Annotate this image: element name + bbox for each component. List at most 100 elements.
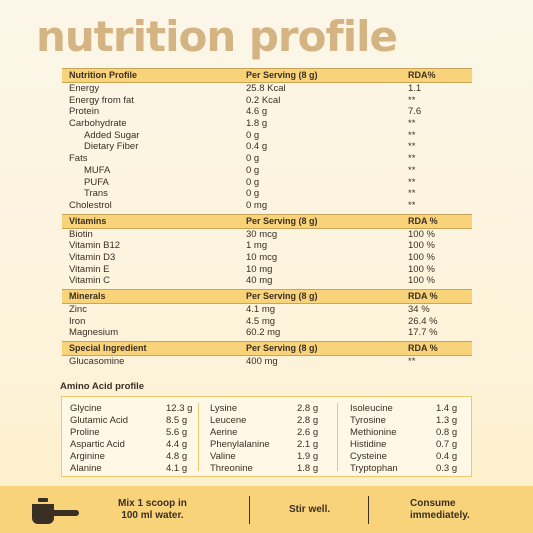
instruction-consume-line1: Consume [410, 498, 456, 509]
nutrient-value: 0.4 g [246, 141, 268, 153]
section-header-cell: RDA % [408, 291, 438, 301]
table-row: MUFA 0 g ** [62, 165, 472, 177]
table-row: Trans 0 g ** [62, 188, 472, 200]
amino-value: 1.9 g [297, 451, 319, 462]
instruction-mix-line1: Mix 1 scoop in [118, 498, 187, 509]
amino-name: Tryptophan [350, 463, 398, 474]
nutrient-value: 0.2 Kcal [246, 94, 281, 106]
section-header-cell: Per Serving (8 g) [246, 215, 318, 226]
section-header: Nutrition Profile Per Serving (8 g) RDA% [62, 68, 472, 83]
amino-name: Alanine [70, 463, 102, 474]
amino-name: Threonine [210, 463, 253, 474]
amino-name: Aerine [210, 427, 238, 438]
nutrient-value: 40 mg [246, 275, 273, 287]
nutrient-rda: ** [408, 188, 416, 200]
nutrient-rda: 100 % [408, 251, 435, 263]
amino-value: 1.3 g [436, 415, 458, 426]
nutrient-value: 400 mg [246, 356, 278, 368]
table-row: Cholestrol 0 mg ** [62, 200, 472, 212]
nutrient-rda: ** [408, 141, 416, 153]
nutrient-rda: ** [408, 164, 416, 176]
section-header: Minerals Per Serving (8 g) RDA % [62, 289, 472, 304]
section-header: Special Ingredient Per Serving (8 g) RDA % [62, 341, 472, 357]
amino-value: 5.6 g [166, 427, 188, 438]
nutrient-value: 0 g [246, 164, 260, 176]
instruction-divider [249, 496, 250, 524]
amino-name: Glutamic Acid [70, 415, 129, 426]
amino-value: 4.8 g [166, 451, 188, 462]
nutrient-value: 0 g [246, 176, 260, 188]
instruction-stir: Stir well. [289, 504, 331, 515]
section-header: Vitamins Per Serving (8 g) RDA % [62, 213, 472, 229]
column-divider [337, 403, 338, 471]
nutrient-value: 10 mcg [246, 251, 278, 263]
section-header-cell: Per Serving (8 g) [246, 291, 318, 301]
table-row: Carbohydrate 1.8 g ** [62, 118, 472, 130]
amino-name: Methionine [350, 427, 397, 438]
nutrient-value: 30 mcg [246, 228, 278, 240]
nutrient-rda: 34 % [408, 304, 430, 315]
amino-name: Valine [210, 451, 236, 462]
instruction-mix: Mix 1 scoop in 100 ml water. [118, 498, 187, 522]
nutrient-rda: 100 % [408, 240, 435, 252]
table-row: Magnesium 60.2 mg 17.7 % [62, 327, 472, 339]
nutrient-value: 0 g [246, 153, 260, 165]
section-header-cell: Per Serving (8 g) [246, 70, 318, 80]
nutrient-rda: ** [408, 94, 416, 106]
nutrient-rda: 100 % [408, 263, 435, 275]
table-row: Dietary Fiber 0.4 g ** [62, 141, 472, 153]
instruction-divider [368, 496, 369, 524]
nutrient-name: Vitamin D3 [69, 251, 116, 263]
instructions-bar: Mix 1 scoop in 100 ml water. Stir well. … [0, 486, 533, 533]
amino-name: Aspartic Acid [70, 439, 125, 450]
nutrient-name: MUFA [84, 164, 111, 176]
amino-value: 0.3 g [436, 463, 458, 474]
amino-value: 2.8 g [297, 415, 319, 426]
amino-acid-table: Glycine 12.3 g Glutamic Acid 8.5 g Proline 5.… [61, 396, 472, 477]
nutrient-name: Protein [69, 106, 100, 118]
nutrient-name: Cholestrol [69, 199, 112, 211]
nutrient-name: Added Sugar [84, 129, 140, 141]
nutrient-name: Vitamin C [69, 275, 111, 287]
nutrient-rda: 1.1 [408, 83, 422, 94]
table-row: Vitamin C 40 mg 100 % [62, 275, 472, 287]
amino-value: 1.8 g [297, 463, 319, 474]
amino-name: Cysteine [350, 451, 387, 462]
nutrient-value: 0 g [246, 188, 260, 200]
nutrient-rda: 100 % [408, 275, 435, 287]
nutrient-value: 25.8 Kcal [246, 83, 286, 94]
section-header-cell: Vitamins [69, 215, 107, 226]
section-header-cell: Special Ingredient [69, 343, 147, 354]
nutrient-name: Trans [84, 188, 108, 200]
nutrient-name: Dietary Fiber [84, 141, 139, 153]
amino-name: Arginine [70, 451, 105, 462]
nutrient-name: Fats [69, 153, 88, 165]
table-row: Iron 4.5 mg 26.4 % [62, 316, 472, 328]
amino-value: 8.5 g [166, 415, 188, 426]
nutrient-rda: ** [408, 129, 416, 141]
nutrient-name: Zinc [69, 304, 87, 315]
table-row: Added Sugar 0 g ** [62, 130, 472, 142]
table-row: Vitamin B12 1 mg 100 % [62, 240, 472, 252]
nutrient-rda: ** [408, 153, 416, 165]
amino-name: Histidine [350, 439, 387, 450]
amino-name: Proline [70, 427, 100, 438]
nutrient-value: 1 mg [246, 240, 268, 252]
amino-name: Lysine [210, 403, 238, 414]
table-row: Vitamin D3 10 mcg 100 % [62, 252, 472, 264]
amino-value: 0.8 g [436, 427, 458, 438]
nutrient-name: Glucasomine [69, 356, 125, 368]
nutrition-table: Nutrition Profile Per Serving (8 g) RDA% En… [62, 68, 472, 368]
nutrient-value: 4.1 mg [246, 304, 276, 315]
instruction-mix-line2: 100 ml water. [121, 510, 184, 521]
amino-name: Tyrosine [350, 415, 386, 426]
nutrient-value: 0 mg [246, 199, 268, 211]
nutrient-name: Magnesium [69, 327, 119, 339]
nutrient-name: Biotin [69, 228, 93, 240]
nutrient-rda: 100 % [408, 228, 435, 240]
table-row: Fats 0 g ** [62, 153, 472, 165]
amino-value: 1.4 g [436, 403, 458, 414]
section-header-cell: RDA% [408, 70, 436, 80]
amino-value: 4.4 g [166, 439, 188, 450]
table-row: Energy 25.8 Kcal 1.1 [62, 83, 472, 95]
